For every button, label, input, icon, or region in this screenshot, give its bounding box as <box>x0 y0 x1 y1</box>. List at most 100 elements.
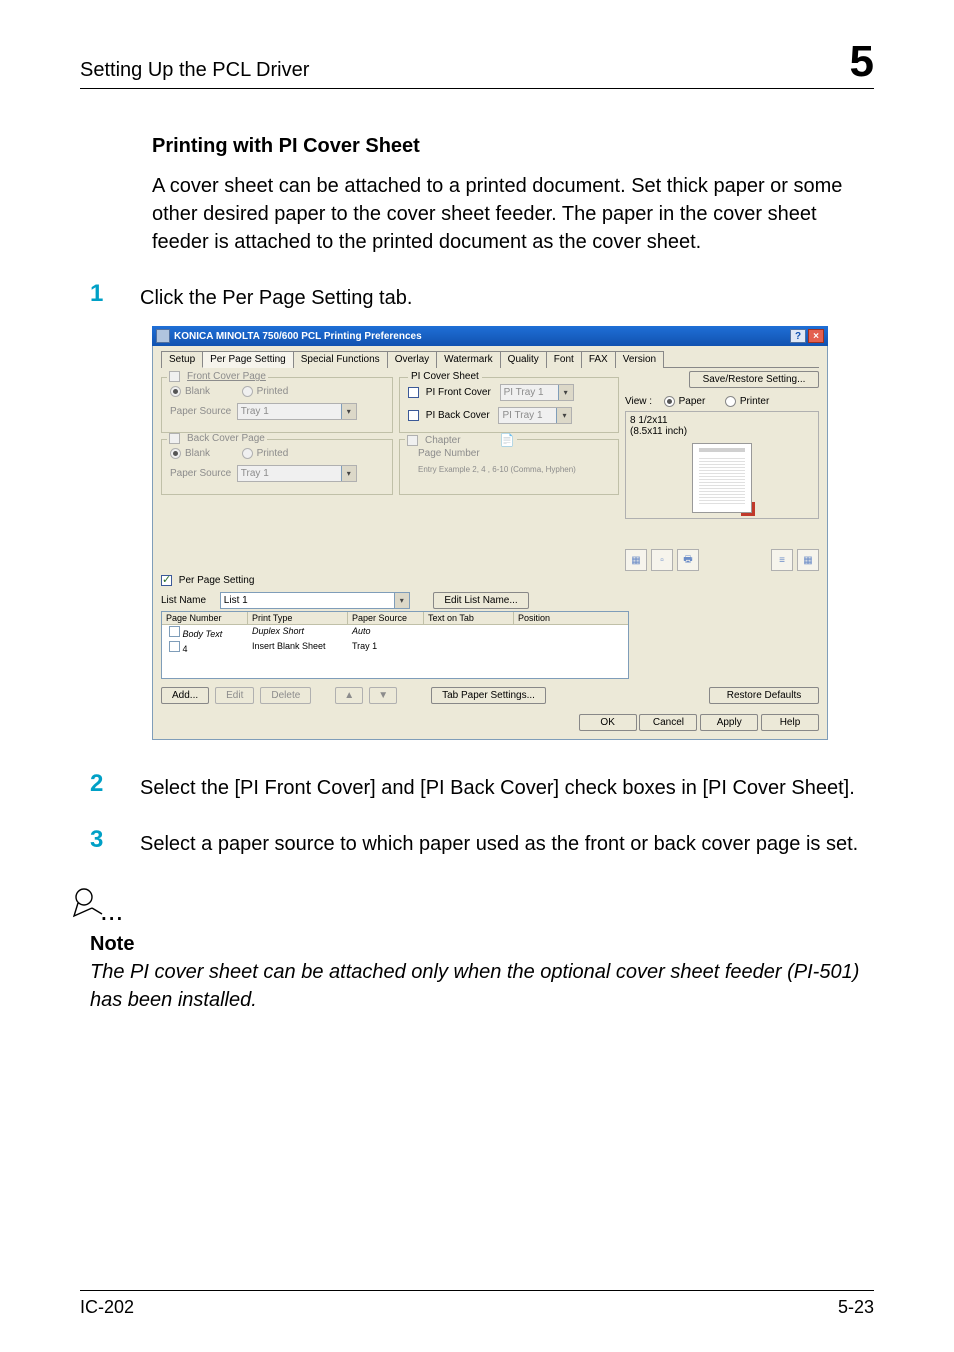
printing-preferences-dialog: KONICA MINOLTA 750/600 PCL Printing Pref… <box>152 326 828 740</box>
ok-button[interactable]: OK <box>579 714 637 731</box>
list-row-0[interactable]: Body Text Duplex Short Auto <box>162 625 628 640</box>
back-cover-label: Back Cover Page <box>187 433 265 444</box>
row0-checkbox-icon <box>169 626 180 637</box>
front-cover-label: Front Cover Page <box>187 371 266 382</box>
tab-quality[interactable]: Quality <box>500 351 547 368</box>
toolbar-icon-2[interactable]: ▫ <box>651 549 673 571</box>
pi-cover-sheet-title: PI Cover Sheet <box>408 371 482 382</box>
step-1-number: 1 <box>90 280 140 308</box>
chapter-pagenum-label: Page Number <box>418 448 610 459</box>
chapter-group: Chapter 📄 Page Number Entry Example 2, 4… <box>399 439 619 495</box>
back-printed-label: Printed <box>257 448 289 459</box>
col-text-on-tab: Text on Tab <box>424 612 514 624</box>
list-name-label: List Name <box>161 595 217 606</box>
move-up-button[interactable]: ▲ <box>335 687 363 704</box>
pi-front-cover-checkbox[interactable] <box>408 387 419 398</box>
front-paper-source-combo[interactable]: Tray 1 <box>237 403 357 420</box>
note-title: Note <box>90 933 874 956</box>
tab-version[interactable]: Version <box>615 351 664 368</box>
page-header-right: 5 <box>850 40 874 84</box>
dialog-title: KONICA MINOLTA 750/600 PCL Printing Pref… <box>174 331 422 342</box>
chapter-icon: 📄 <box>500 433 515 447</box>
chapter-example: Entry Example 2, 4 , 6-10 (Comma, Hyphen… <box>418 465 610 474</box>
section-title: Printing with PI Cover Sheet <box>152 135 874 158</box>
cancel-button[interactable]: Cancel <box>639 714 697 731</box>
per-page-setting-checkbox[interactable] <box>161 575 172 586</box>
svg-text:...: ... <box>100 895 123 926</box>
view-label: View : <box>625 396 652 407</box>
view-paper-radio[interactable] <box>664 396 675 407</box>
tabs: Setup Per Page Setting Special Functions… <box>161 350 819 368</box>
apply-button[interactable]: Apply <box>700 714 758 731</box>
preview-size-1: 8 1/2x11 <box>630 415 814 426</box>
row1-c2: Tray 1 <box>348 640 424 655</box>
add-button[interactable]: Add... <box>161 687 209 704</box>
tab-setup[interactable]: Setup <box>161 351 203 368</box>
tab-per-page-setting[interactable]: Per Page Setting <box>202 351 294 368</box>
preview-size-2: (8.5x11 inch) <box>630 426 814 437</box>
pi-back-tray-combo[interactable]: PI Tray 1 <box>498 407 572 424</box>
front-blank-label: Blank <box>185 386 210 397</box>
dialog-help-button[interactable]: Help <box>761 714 819 731</box>
row1-c1: Insert Blank Sheet <box>248 640 348 655</box>
row0-c2: Auto <box>348 625 424 640</box>
front-printed-radio[interactable] <box>242 386 253 397</box>
close-button[interactable]: × <box>808 329 824 343</box>
chapter-label: Chapter <box>425 435 461 446</box>
tab-font[interactable]: Font <box>546 351 582 368</box>
footer-right: 5-23 <box>838 1297 874 1318</box>
pi-front-tray-combo[interactable]: PI Tray 1 <box>500 384 574 401</box>
tab-paper-settings-button[interactable]: Tab Paper Settings... <box>431 687 546 704</box>
toolbar-icon-4[interactable]: ≡ <box>771 549 793 571</box>
front-cover-group: Front Cover Page Blank Printed Paper Sou… <box>161 377 393 433</box>
help-button[interactable]: ? <box>790 329 806 343</box>
step-2-text: Select the [PI Front Cover] and [PI Back… <box>140 770 874 802</box>
back-cover-checkbox[interactable] <box>169 433 180 444</box>
front-cover-checkbox[interactable] <box>169 371 180 382</box>
tab-overlay[interactable]: Overlay <box>387 351 437 368</box>
view-printer-radio[interactable] <box>725 396 736 407</box>
front-blank-radio[interactable] <box>170 386 181 397</box>
edit-list-name-button[interactable]: Edit List Name... <box>433 592 528 609</box>
back-paper-source-label: Paper Source <box>170 468 234 479</box>
save-restore-button[interactable]: Save/Restore Setting... <box>689 371 819 388</box>
note-body: The PI cover sheet can be attached only … <box>90 958 874 1014</box>
back-blank-radio[interactable] <box>170 448 181 459</box>
back-paper-source-combo[interactable]: Tray 1 <box>237 465 357 482</box>
front-paper-source-label: Paper Source <box>170 406 234 417</box>
col-print-type: Print Type <box>248 612 348 624</box>
col-paper-source: Paper Source <box>348 612 424 624</box>
pi-front-cover-label: PI Front Cover <box>426 387 491 398</box>
tab-watermark[interactable]: Watermark <box>436 351 501 368</box>
pi-back-cover-checkbox[interactable] <box>408 410 419 421</box>
view-paper-label: Paper <box>679 396 706 407</box>
chapter-checkbox[interactable] <box>407 435 418 446</box>
list-row-1[interactable]: 4 Insert Blank Sheet Tray 1 <box>162 640 628 655</box>
toolbar-icon-1[interactable]: ▦ <box>625 549 647 571</box>
tab-special-functions[interactable]: Special Functions <box>293 351 388 368</box>
edit-button[interactable]: Edit <box>215 687 254 704</box>
step-1-text: Click the Per Page Setting tab. <box>140 280 874 312</box>
row0-c1: Duplex Short <box>248 625 348 640</box>
col-position: Position <box>514 612 628 624</box>
toolbar-icon-5[interactable]: ▦ <box>797 549 819 571</box>
per-page-list[interactable]: Page Number Print Type Paper Source Text… <box>161 611 629 679</box>
toolbar-icon-3[interactable]: 🖶 <box>677 549 699 571</box>
step-3-text: Select a paper source to which paper use… <box>140 826 874 858</box>
tab-fax[interactable]: FAX <box>581 351 616 368</box>
back-printed-radio[interactable] <box>242 448 253 459</box>
note-icon: ... <box>72 886 874 931</box>
intro-paragraph: A cover sheet can be attached to a print… <box>152 172 874 256</box>
row1-checkbox-icon <box>169 641 180 652</box>
step-2-number: 2 <box>90 770 140 798</box>
delete-button[interactable]: Delete <box>260 687 311 704</box>
front-printed-label: Printed <box>257 386 289 397</box>
step-3-number: 3 <box>90 826 140 854</box>
list-name-combo[interactable]: List 1 <box>220 592 410 609</box>
back-blank-label: Blank <box>185 448 210 459</box>
restore-defaults-button[interactable]: Restore Defaults <box>709 687 819 704</box>
preview-pane: 8 1/2x11 (8.5x11 inch) <box>625 411 819 519</box>
pi-back-cover-label: PI Back Cover <box>426 410 490 421</box>
per-page-setting-label: Per Page Setting <box>179 575 255 586</box>
move-down-button[interactable]: ▼ <box>369 687 397 704</box>
